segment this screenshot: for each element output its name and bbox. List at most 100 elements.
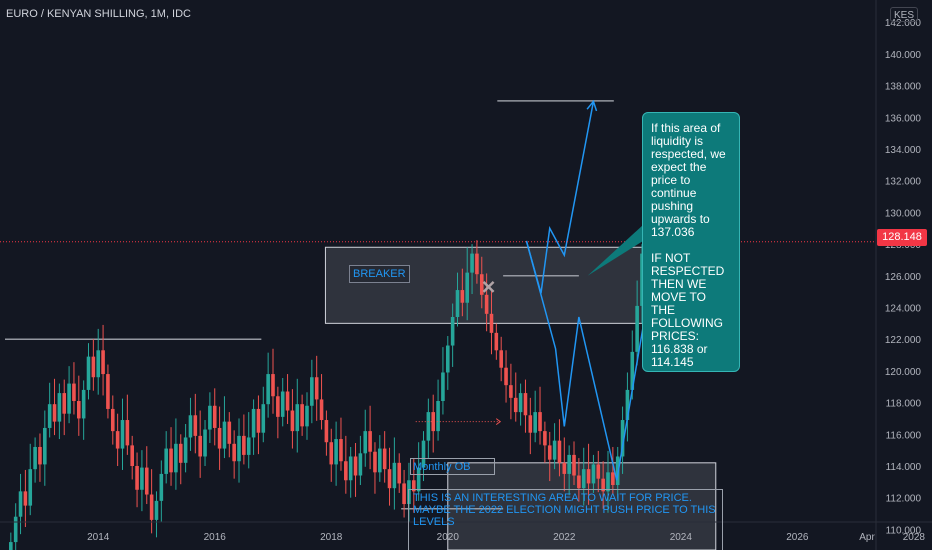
candle-body [397,462,402,484]
price-axis[interactable]: 110.000 112.000 114.000 116.000 118.000 120.0… [885,18,922,536]
candle-body [591,464,596,484]
candle-body [18,491,23,517]
candle-body [373,451,377,473]
candle-body [557,440,562,463]
candle-body [489,313,494,333]
price-tick-label: 130.000 [885,208,922,219]
breaker-x-marker [482,281,495,293]
candle-body [164,448,168,474]
candle-body [596,464,601,479]
candle-body [620,420,625,457]
dotted-marker-arrowhead [495,418,502,426]
candle-body [280,391,285,417]
candle-body [47,404,52,428]
candle-body [640,253,644,306]
breaker-label[interactable]: BREAKER [349,265,410,283]
candle-body [528,415,533,433]
candle-body [28,469,33,506]
candle-body [450,317,455,346]
candle-body [110,408,115,432]
candle-body [455,290,460,318]
candle-body [140,467,144,490]
candle-body [203,429,207,457]
candle-body [441,372,445,402]
x-mark [482,281,495,293]
candle-body [353,456,358,476]
monthly-ob-label[interactable]: Monthly OB [410,458,495,475]
currency-button[interactable]: KES [890,7,918,22]
price-tick-label: 134.000 [885,145,922,156]
candle-body [547,445,552,460]
candle-body [188,415,193,438]
candle-body [178,443,183,463]
candle-body [460,290,465,303]
candle-body [368,431,372,452]
price-tick-label: 118.000 [886,399,922,410]
candle-body [305,405,309,427]
candle-body [266,374,270,405]
candle-body [23,491,28,506]
candle-body [581,469,586,489]
candle-body [285,391,290,411]
price-tick-label: 122.000 [885,335,922,346]
price-tick-label: 132.000 [885,177,922,188]
election-note[interactable]: THIS IS AN INTERESTING AREA TO WAIT FOR … [408,489,723,550]
candle-body [9,542,13,550]
candle-body [630,351,635,390]
candle-body [256,408,261,433]
candle-body [509,385,513,398]
candle-body [169,448,173,473]
candle-body [533,412,537,433]
candle-body [538,412,542,432]
candle-body [135,465,139,490]
candle-body [76,401,81,419]
analysis-callout[interactable]: If this area of liquidity is respected, … [642,112,740,372]
candle-body [577,475,581,489]
candle-body [465,272,470,303]
candle-body [144,467,149,495]
candle-body [251,408,256,438]
candle-body [91,356,96,378]
candle-body [324,420,329,443]
candle-body [159,473,164,501]
candle-body [310,377,314,406]
candle-body [625,389,630,421]
price-tick-label: 112.000 [886,494,922,505]
candle-body [212,405,217,428]
candle-body [96,350,101,378]
candle-body [513,397,518,413]
candle-body [494,332,499,351]
monthly-ob-zone [447,462,717,550]
last-price-badge: 128.148 [877,229,927,246]
time-tick-label: 2020 [437,532,460,543]
candle-body [62,393,67,414]
candle-body [198,435,202,457]
candle-body [67,383,71,414]
time-tick-label: 2018 [320,532,343,543]
price-tick-label: 120.000 [885,367,922,378]
candle-body [290,410,295,432]
price-tick-label: 126.000 [885,272,922,283]
candle-body [543,431,547,446]
candle-body [392,462,397,489]
candle-body [115,431,120,449]
candle-body [567,454,571,474]
price-tick-label: 110.000 [886,525,922,536]
candle-body [101,350,105,375]
candle-body [149,494,154,520]
candle-body [314,377,319,400]
candle-body [13,516,18,543]
time-axis[interactable]: 2014 2016 2018 2020 2022 2024 2026 2028 Apr [87,532,925,543]
candle-body [334,439,338,465]
candle-body [237,435,241,462]
breaker-zone [324,246,691,324]
candle-body [523,393,528,416]
candle-body [120,420,125,449]
candle-body [475,253,479,275]
time-tick-label: Apr [859,532,875,543]
candle-body [52,404,57,422]
candle-body [601,478,605,492]
candle-body [387,469,392,489]
candle-body [193,415,198,436]
candle-body [411,480,416,492]
